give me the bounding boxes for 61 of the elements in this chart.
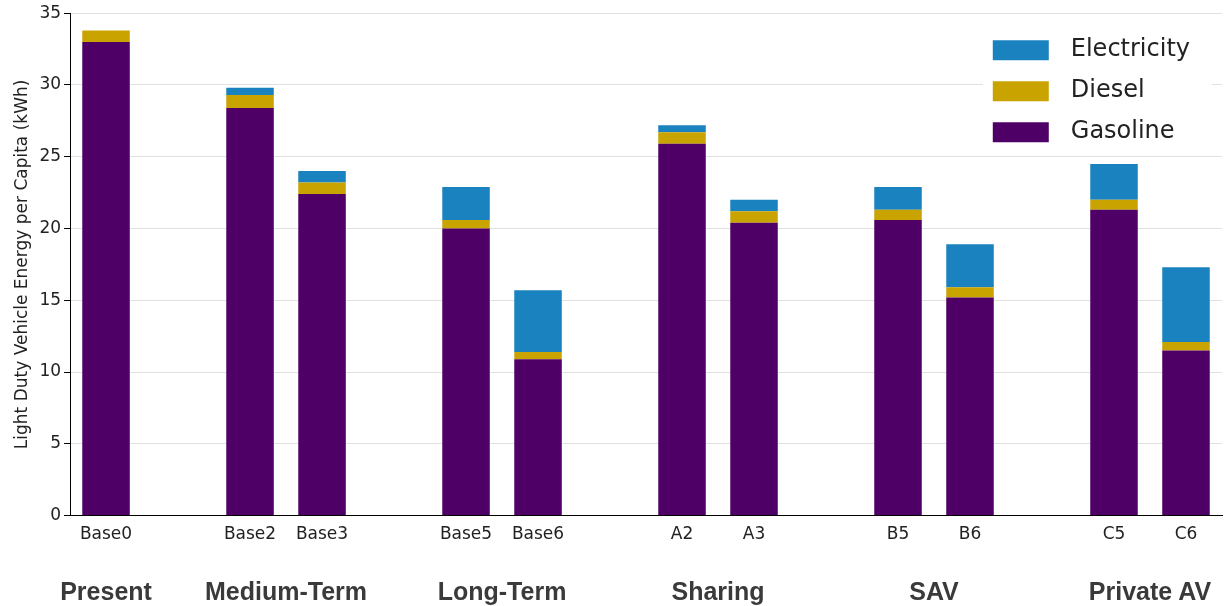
bar [514,351,562,360]
bar [514,359,562,516]
bar [946,244,994,288]
x-tick-label: B6 [958,523,982,544]
bar [658,132,706,144]
bar [1090,163,1138,200]
x-tick-label: C5 [1102,523,1126,544]
bar [730,199,778,212]
x-tick-label: Base6 [511,523,565,544]
y-tick-label: 5 [50,432,62,453]
text: Present [60,577,153,605]
bar [946,287,994,298]
bar [1090,209,1138,516]
bar [1162,341,1210,351]
x-tick-label: A3 [742,523,766,544]
text: Long-Term [437,577,567,605]
bar [1162,350,1210,516]
y-tick-label: 35 [39,1,62,22]
x-tick-label: A2 [670,523,694,544]
bar [442,219,490,229]
x-tick-label: Base3 [295,523,349,544]
bar [226,87,274,96]
bar [874,186,922,210]
legend-label: Gasoline [1070,116,1175,145]
text: Private AV [1088,577,1212,605]
y-tick-label: 0 [50,504,62,525]
y-tick-label: 30 [39,73,62,94]
bar [658,143,706,516]
x-tick-label: Base2 [223,523,277,544]
x-tick-label: Base5 [439,523,493,544]
bar [874,209,922,220]
y-axis-title: Light Duty Vehicle Energy per Capita (kWh) [10,79,31,450]
legend-label: Diesel [1070,75,1145,104]
bar [514,290,562,352]
bar [298,182,346,195]
x-tick-label: Base0 [79,523,133,544]
bar [1162,267,1210,342]
bar [226,95,274,108]
text: Medium-Term [204,577,368,605]
bar [874,219,922,516]
bar [82,30,130,42]
bar [442,186,490,220]
bar [658,125,706,133]
bar [442,228,490,516]
y-tick-label: 10 [39,360,62,381]
bar [730,211,778,223]
y-tick-label: 15 [39,288,62,309]
legend-label: Electricity [1070,34,1190,63]
bar [946,297,994,516]
text: SAV [909,577,960,605]
text: Sharing [671,577,765,605]
y-tick-label: 20 [39,216,62,237]
bar [82,41,130,516]
x-tick-label: C6 [1174,523,1198,544]
bar [1090,199,1138,210]
bar [226,107,274,516]
bar [730,222,778,516]
y-tick-label: 25 [39,145,62,166]
bar [298,171,346,183]
x-tick-label: B5 [886,523,910,544]
bar [298,194,346,516]
